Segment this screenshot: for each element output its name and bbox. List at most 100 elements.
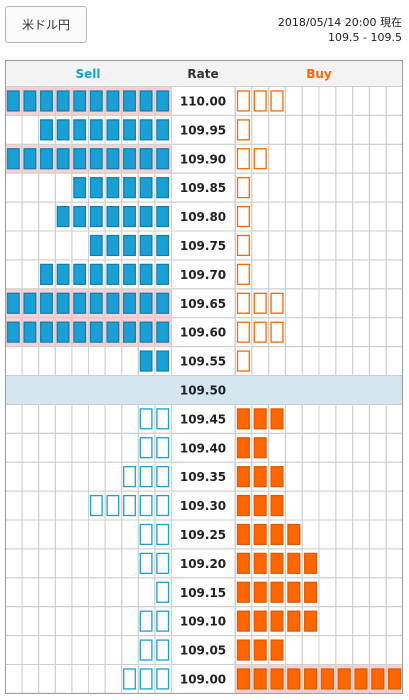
buy-grid-cell [268,432,286,463]
sell-header: Sell [75,67,100,81]
rate-label: 109.50 [180,383,226,397]
buy-grid-cell [368,86,387,116]
sell-grid-cell [71,606,90,637]
buy-order-bar [236,466,250,488]
buy-grid-cell [385,461,403,492]
buy-grid-cell [268,201,286,232]
sell-grid-cell [121,548,139,579]
buy-grid-cell [301,317,320,348]
timestamp-block: 2018/05/14 20:00 現在 109.5 - 109.5 [278,15,402,45]
buy-grid-cell [268,114,286,145]
sell-grid-cell [104,548,123,579]
sell-grid-cell [88,432,106,463]
buy-grid-cell [284,403,303,434]
sell-grid-cell [71,461,90,492]
buy-order-bar [253,466,267,488]
buy-order-bar [253,292,267,314]
buy-order-bar [253,148,267,170]
buy-grid-cell [301,461,320,492]
buy-order-bar [236,494,250,517]
sell-grid-cell [21,548,40,579]
buy-grid-cell [368,346,387,377]
sell-grid-cell [21,259,40,290]
current-rate-row [5,375,403,405]
sell-order-bar [89,148,103,170]
sell-grid-cell [104,432,123,463]
buy-grid-cell [318,548,337,579]
buy-grid-cell [284,635,303,665]
sell-grid-cell [38,519,56,550]
sell-grid-cell [38,230,56,261]
buy-grid-cell [352,461,370,492]
buy-grid-cell [385,317,403,348]
sell-order-bar [139,523,153,546]
buy-order-bar [253,408,267,430]
sell-grid-cell [88,346,106,377]
buy-grid-cell [301,432,320,463]
buy-grid-cell [368,403,387,434]
sell-grid-cell [5,230,23,261]
buy-grid-cell [352,86,370,116]
currency-pair-button[interactable]: 米ドル円 [5,6,87,43]
buy-grid-cell [318,432,337,463]
sell-grid-cell [71,346,90,377]
buy-grid-cell [385,548,403,579]
buy-grid-cell [301,172,320,203]
sell-grid-cell [38,172,56,203]
buy-grid-cell [352,114,370,145]
buy-grid-cell [385,519,403,550]
sell-order-bar [156,292,170,314]
buy-grid-cell [268,259,286,290]
rate-label: 109.00 [180,672,226,686]
sell-grid-cell [21,635,40,665]
rate-label: 109.90 [180,152,226,166]
buy-order-bar [371,668,385,690]
sell-order-bar [106,263,120,285]
buy-grid-cell [352,635,370,665]
buy-grid-cell [301,519,320,550]
buy-grid-cell [251,172,270,203]
buy-order-bar [236,90,250,112]
sell-grid-cell [54,230,73,261]
sell-order-bar [56,263,70,285]
buy-order-bar [304,581,318,603]
sell-grid-cell [121,635,139,665]
rate-label: 109.15 [180,586,226,600]
buy-grid-cell [385,403,403,434]
buy-grid-cell [335,635,354,665]
buy-grid-cell [318,172,337,203]
sell-order-bar [139,639,153,661]
sell-order-bar [123,263,136,285]
sell-grid-cell [38,548,56,579]
buy-grid-cell [385,201,403,232]
sell-grid-cell [38,490,56,521]
sell-order-bar [89,177,103,199]
buy-order-bar [270,466,284,488]
sell-order-bar [123,321,136,343]
sell-grid-cell [38,403,56,434]
rate-label: 109.25 [180,528,226,542]
sell-grid-cell [5,172,23,203]
rate-header: Rate [187,67,218,81]
buy-grid-cell [284,230,303,261]
buy-grid-cell [318,635,337,665]
rate-label: 109.85 [180,181,226,195]
buy-order-bar [270,321,284,343]
buy-grid-cell [368,461,387,492]
sell-grid-cell [121,606,139,637]
buy-grid-cell [352,606,370,637]
buy-grid-cell [251,201,270,232]
buy-grid-cell [352,230,370,261]
sell-grid-cell [104,635,123,665]
buy-order-bar [236,610,250,632]
sell-grid-cell [5,432,23,463]
buy-grid-cell [368,230,387,261]
sell-grid-cell [71,490,90,521]
sell-order-bar [106,90,120,112]
sell-grid-cell [5,577,23,608]
sell-order-bar [156,494,170,517]
rate-range-label: 109.5 - 109.5 [328,31,402,44]
sell-grid-cell [104,519,123,550]
sell-order-bar [56,90,70,112]
sell-grid-cell [104,577,123,608]
